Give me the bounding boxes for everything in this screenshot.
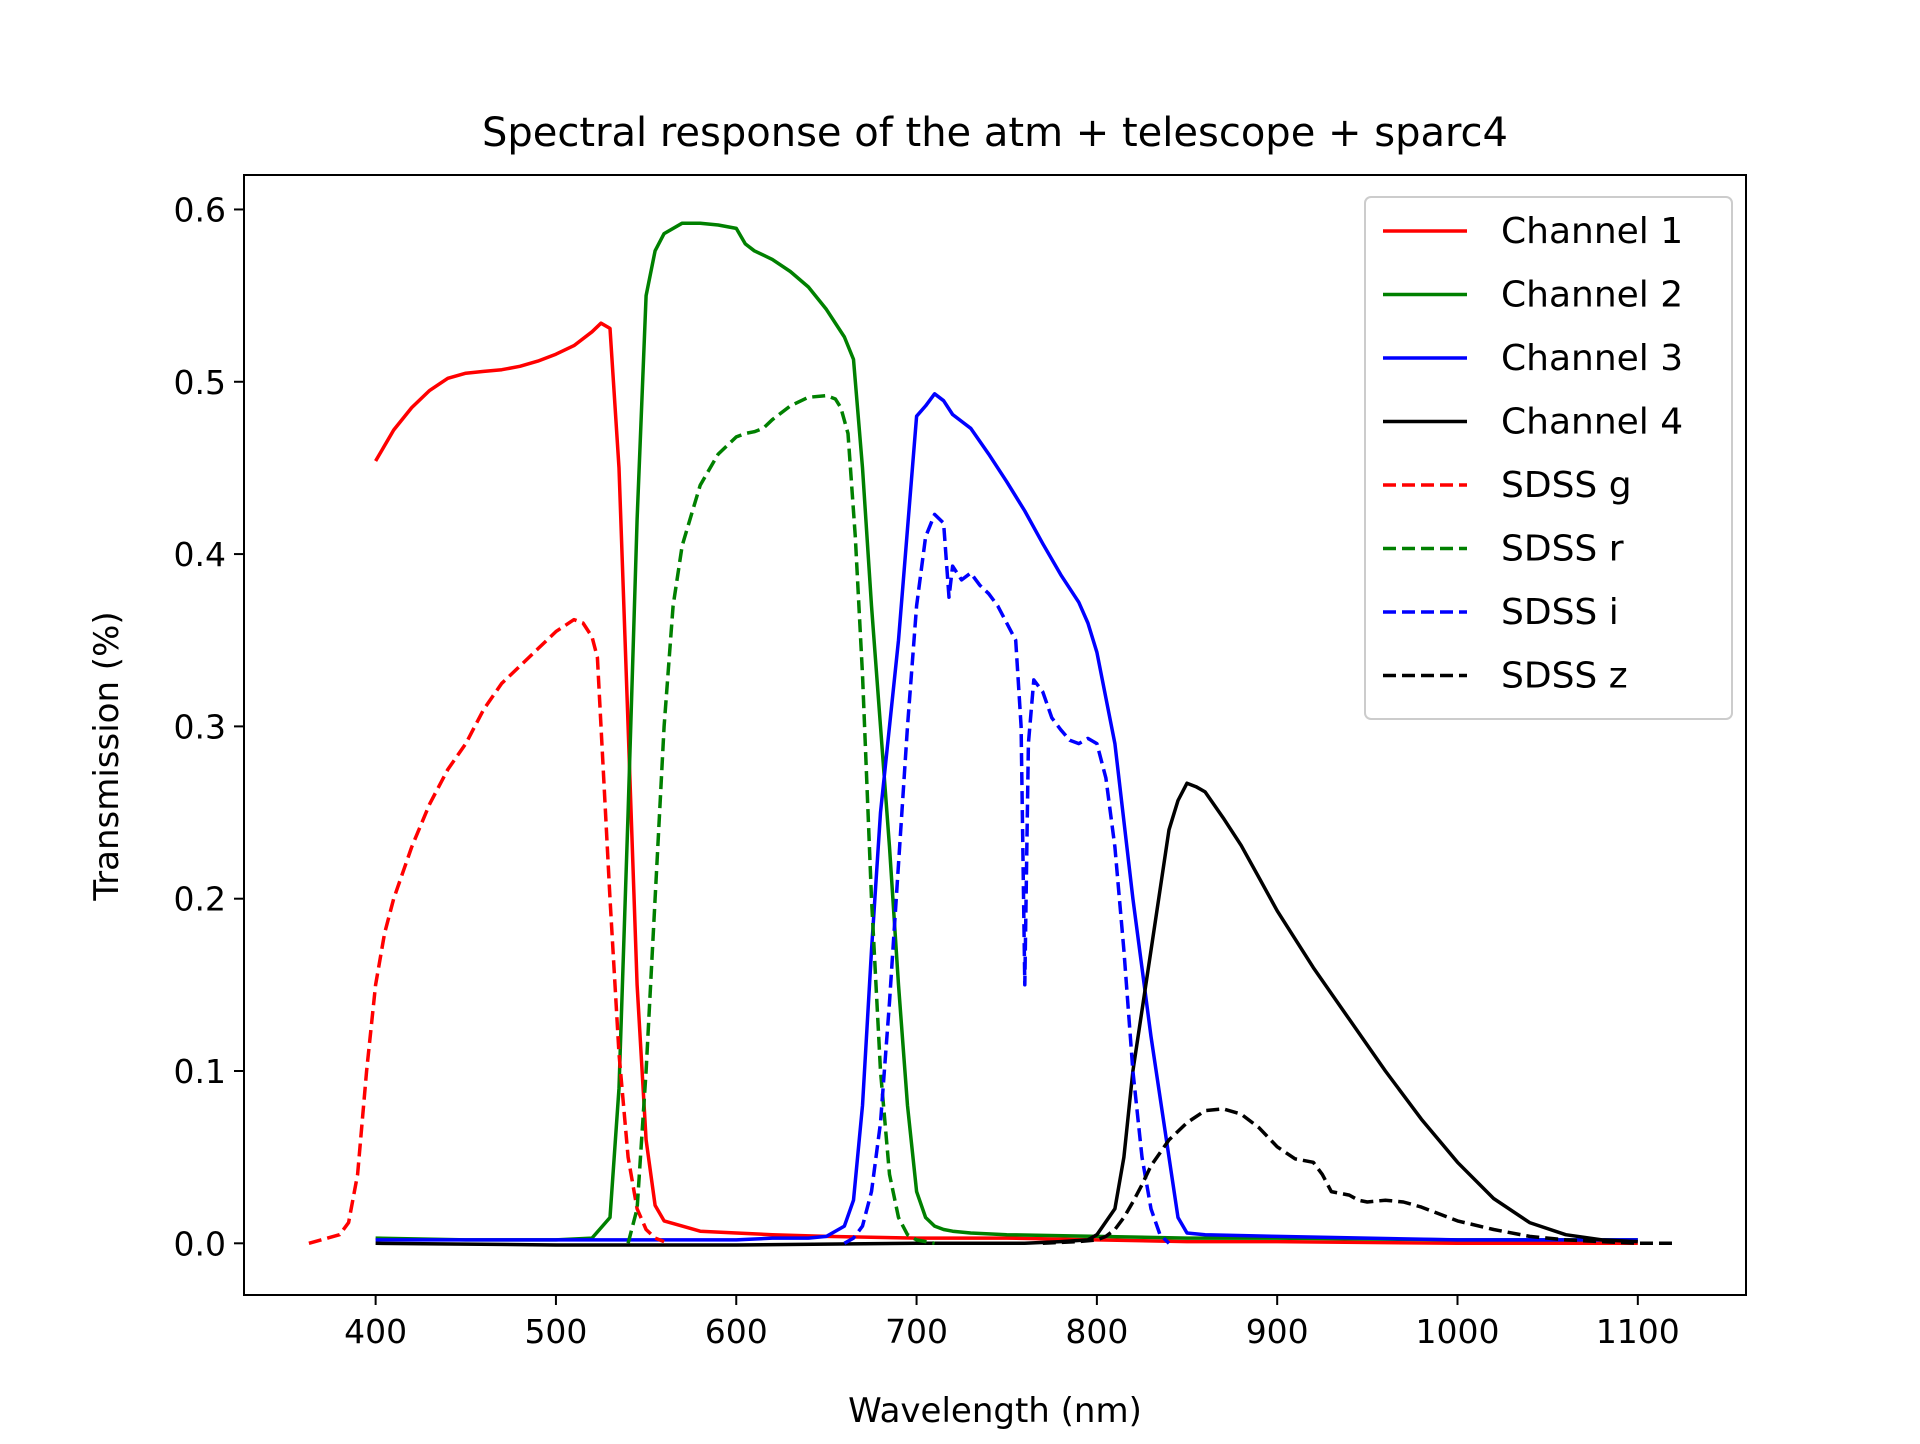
series-line-channel-4 (375, 781, 1638, 1247)
series-layer (308, 221, 1674, 1247)
series-line-channel-2 (375, 221, 1638, 1242)
y-tick-label: 0.3 (174, 707, 226, 746)
x-tick-label: 400 (344, 1312, 407, 1351)
x-axis-ticks: 400 500 600 700 800 900 1000 1100 (344, 1295, 1680, 1351)
series-line-channel-1 (374, 321, 1638, 1246)
x-axis-label: Wavelength (nm) (848, 1391, 1142, 1431)
legend-label: Channel 4 (1501, 402, 1683, 443)
series-line-sdss-z (1042, 1107, 1674, 1246)
x-tick-label: 500 (524, 1312, 587, 1351)
y-tick-label: 0.0 (174, 1224, 226, 1263)
y-tick-label: 0.6 (174, 190, 226, 229)
plot-area-frame (243, 174, 1747, 1296)
x-tick-label: 1100 (1596, 1312, 1680, 1351)
y-axis-label: Transmission (%) (87, 611, 127, 901)
series-line-sdss-r (626, 393, 935, 1246)
y-axis-ticks: 0.0 0.1 0.2 0.3 0.4 0.5 0.6 (174, 190, 244, 1263)
y-tick-label: 0.4 (174, 535, 226, 574)
series-line-sdss-g (308, 617, 665, 1245)
legend: Channel 1 Channel 2 Channel 3 Channel 4 SDSS… (1364, 196, 1733, 720)
x-tick-label: 600 (705, 1312, 768, 1351)
x-tick-label: 900 (1246, 1312, 1309, 1351)
legend-box (1364, 196, 1733, 720)
series-line-sdss-i (843, 512, 1171, 1245)
legend-label: Channel 2 (1501, 275, 1683, 316)
x-tick-label: 1000 (1416, 1312, 1500, 1351)
x-tick-label: 800 (1065, 1312, 1128, 1351)
y-tick-label: 0.5 (174, 363, 226, 402)
series-line-channel-3 (375, 392, 1638, 1242)
legend-label: Channel 1 (1501, 211, 1683, 252)
x-tick-label: 700 (885, 1312, 948, 1351)
y-tick-label: 0.1 (174, 1052, 226, 1091)
legend-label: SDSS z (1501, 656, 1628, 697)
legend-label: Channel 3 (1501, 338, 1683, 379)
y-tick-label: 0.2 (174, 880, 226, 919)
legend-label: SDSS i (1501, 592, 1619, 633)
legend-label: SDSS r (1501, 529, 1624, 570)
chart-title: Spectral response of the atm + telescope… (482, 110, 1508, 156)
legend-label: SDSS g (1501, 465, 1632, 506)
